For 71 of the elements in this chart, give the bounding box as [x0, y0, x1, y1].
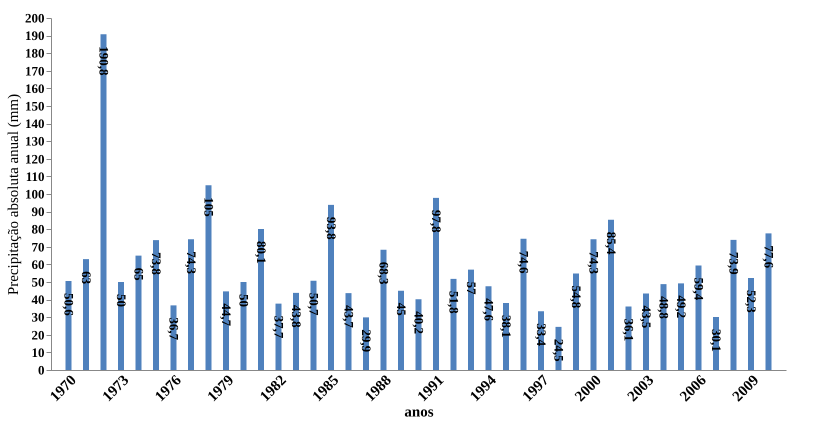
data-label: 50 — [236, 294, 252, 307]
y-tick-label: 10 — [32, 344, 44, 360]
data-label: 50 — [114, 294, 129, 307]
data-label: 36,7 — [166, 317, 182, 341]
data-label: 93,8 — [324, 216, 339, 240]
data-label: 50,6 — [62, 292, 76, 316]
data-label: 29,9 — [359, 329, 374, 353]
y-tick-label: 120 — [25, 151, 44, 166]
bar — [83, 259, 89, 370]
data-label: 45 — [394, 302, 409, 316]
y-tick-label: 70 — [32, 239, 44, 254]
data-label: 63 — [79, 271, 94, 285]
data-label: 38,1 — [499, 314, 514, 338]
y-tick-label: 160 — [25, 80, 44, 96]
data-label: 73,8 — [149, 252, 164, 276]
data-label: 47,6 — [482, 298, 496, 322]
data-label: 43,7 — [342, 305, 356, 328]
data-label: 74,3 — [184, 251, 199, 274]
data-label: 68,3 — [376, 262, 392, 286]
bar — [136, 256, 142, 370]
bar — [468, 270, 474, 370]
data-label: 49,2 — [674, 295, 689, 318]
bar — [206, 185, 212, 370]
y-tick-label: 200 — [25, 10, 44, 26]
data-label: 40,2 — [412, 311, 426, 334]
data-label: 80,1 — [254, 241, 269, 264]
y-tick-label: 50 — [32, 274, 44, 290]
y-tick-label: 140 — [25, 116, 44, 132]
y-tick-label: 60 — [32, 256, 44, 272]
y-tick-label: 150 — [25, 98, 44, 114]
data-label: 190,8 — [96, 46, 112, 76]
y-tick-label: 0 — [38, 362, 44, 378]
bar — [240, 282, 246, 370]
bar — [118, 282, 124, 370]
y-tick-label: 170 — [25, 63, 44, 78]
y-tick-label: 190 — [25, 28, 44, 44]
data-label: 48,8 — [656, 296, 672, 320]
y-tick-label: 40 — [32, 292, 44, 308]
data-label: 57 — [464, 282, 479, 296]
y-axis-title: Precipitação absoluta anual (mm) — [6, 94, 22, 296]
y-tick-label: 90 — [32, 204, 44, 220]
data-label: 44,7 — [219, 303, 234, 327]
data-label: 30,1 — [709, 329, 724, 352]
data-label: 36,1 — [622, 318, 636, 342]
y-tick-label: 110 — [26, 168, 44, 184]
x-axis-title: anos — [404, 404, 434, 420]
data-label: 51,8 — [446, 290, 462, 314]
data-label: 97,8 — [429, 210, 444, 234]
data-label: 37,7 — [272, 316, 286, 339]
data-label: 24,5 — [552, 338, 566, 362]
data-label: 65 — [132, 268, 146, 282]
y-tick-label: 100 — [25, 186, 44, 202]
bar — [398, 290, 404, 370]
data-label: 50,7 — [306, 292, 322, 316]
y-tick-label: 180 — [25, 46, 44, 61]
data-label: 59,4 — [692, 277, 706, 301]
data-label: 74,6 — [516, 250, 532, 274]
y-tick-label: 30 — [32, 310, 44, 325]
y-tick-label: 130 — [25, 134, 44, 149]
data-label: 105 — [202, 197, 216, 218]
data-label: 43,8 — [289, 304, 304, 328]
data-label: 33,4 — [534, 323, 549, 346]
data-label: 43,5 — [639, 305, 654, 329]
data-label: 85,4 — [604, 232, 619, 255]
y-tick-label: 20 — [32, 327, 44, 342]
data-label: 77,6 — [762, 245, 776, 269]
data-label: 54,8 — [569, 286, 584, 309]
data-label: 74,3 — [586, 251, 602, 274]
data-label: 52,3 — [744, 290, 759, 314]
data-label: 73,9 — [726, 252, 742, 276]
y-tick-label: 80 — [32, 222, 44, 237]
